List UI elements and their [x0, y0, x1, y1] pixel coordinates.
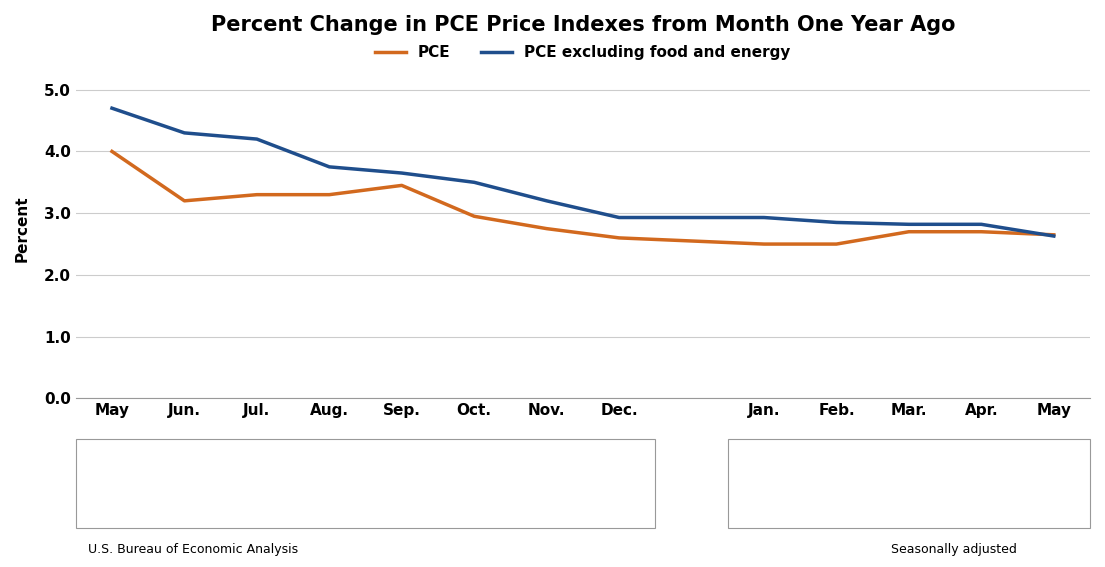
Bar [76, 439, 655, 528]
Text: Seasonally adjusted: Seasonally adjusted [891, 543, 1017, 556]
Legend: PCE, PCE excluding food and energy: PCE, PCE excluding food and energy [369, 39, 797, 66]
Title: Percent Change in PCE Price Indexes from Month One Year Ago: Percent Change in PCE Price Indexes from… [211, 15, 955, 35]
Bar [728, 439, 1090, 528]
Text: 2023: 2023 [343, 482, 389, 500]
Text: U.S. Bureau of Economic Analysis: U.S. Bureau of Economic Analysis [88, 543, 298, 556]
Y-axis label: Percent: Percent [15, 195, 30, 262]
Text: 2024: 2024 [886, 482, 933, 500]
